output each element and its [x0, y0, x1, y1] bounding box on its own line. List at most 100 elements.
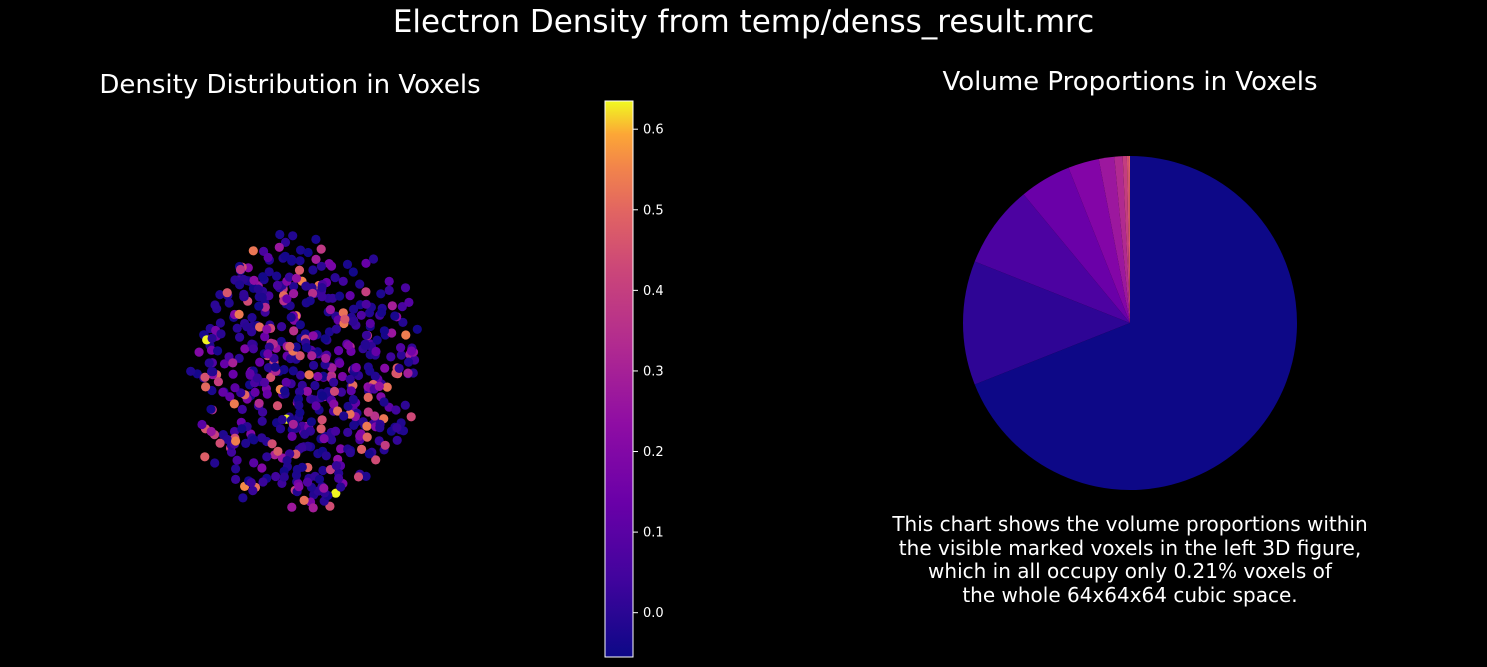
scatter-point — [403, 368, 413, 378]
scatter-point — [289, 289, 299, 299]
scatter-point — [228, 369, 238, 379]
scatter-point — [346, 386, 356, 396]
scatter-point — [253, 284, 263, 294]
scatter-point — [372, 335, 382, 345]
scatter-point — [249, 435, 259, 445]
pie-slice — [1122, 156, 1130, 323]
scatter-point — [248, 486, 258, 496]
scatter-point — [247, 313, 257, 323]
scatter-point — [343, 427, 353, 437]
scatter-point — [241, 438, 251, 448]
scatter-point — [321, 451, 331, 461]
scatter-point — [210, 300, 220, 310]
scatter-point — [406, 346, 416, 356]
scatter-point — [330, 273, 340, 283]
scatter-point — [285, 301, 295, 311]
scatter-point — [272, 271, 282, 281]
scatter-point — [215, 318, 225, 328]
scatter-point — [311, 234, 321, 244]
scatter-point — [365, 366, 375, 376]
scatter-point — [264, 267, 274, 277]
scatter-point — [292, 464, 302, 475]
scatter-point — [213, 377, 223, 387]
scatter-point — [355, 279, 365, 289]
scatter-point — [215, 438, 225, 448]
scatter-point — [235, 264, 246, 275]
scatter-point — [390, 311, 400, 321]
scatter-point — [326, 261, 337, 271]
scatter-point — [255, 322, 265, 332]
scatter-point — [257, 416, 267, 426]
scatter-point — [263, 363, 274, 373]
scatter-point — [272, 401, 283, 411]
scatter-point — [317, 283, 327, 293]
scatter-point — [361, 258, 371, 268]
scatter-point — [334, 346, 344, 356]
scatter-point — [232, 323, 242, 333]
scatter-point — [345, 374, 355, 384]
scatter-point — [295, 320, 305, 330]
scatter-point — [396, 343, 406, 353]
scatter-point — [249, 275, 259, 285]
scatter-point — [204, 358, 214, 368]
scatter-point — [391, 405, 401, 415]
scatter-point — [206, 366, 217, 377]
scatter-point — [376, 308, 387, 318]
scatter-point — [363, 407, 373, 417]
scatter-point — [308, 288, 318, 298]
scatter-point — [296, 370, 306, 380]
scatter-point — [319, 483, 329, 493]
scatter-point — [363, 392, 373, 402]
scatter-point — [250, 387, 260, 397]
scatter-point — [316, 261, 326, 271]
scatter-point — [237, 424, 247, 434]
scatter-point — [280, 386, 290, 396]
scatter-point — [308, 331, 318, 341]
scatter-point — [291, 273, 302, 283]
scatter-point — [239, 289, 249, 299]
scatter-point — [258, 407, 268, 417]
scatter-point — [231, 464, 241, 474]
scatter-point — [216, 329, 226, 339]
scatter-point — [296, 245, 306, 255]
scatter-point — [360, 341, 371, 351]
scatter-point — [384, 285, 394, 295]
scatter-point — [252, 373, 262, 383]
scatter-point — [249, 458, 259, 468]
scatter-point — [342, 259, 353, 269]
scatter-point — [279, 472, 289, 482]
scatter-point — [275, 424, 286, 434]
scatter-point — [288, 419, 298, 429]
scatter-point — [398, 317, 408, 327]
scatter-point — [371, 346, 381, 357]
scatter-point — [314, 474, 325, 484]
scatter-point — [267, 439, 277, 449]
scatter-point — [263, 252, 273, 263]
scatter-point — [376, 289, 386, 299]
colorbar: 0.0 0.1 0.2 0.3 0.4 0.5 0.6 — [604, 100, 664, 658]
scatter-point — [321, 353, 331, 363]
scatter-point — [333, 406, 343, 416]
pie-slice — [974, 156, 1298, 490]
scatter-point — [186, 366, 196, 376]
scatter-point — [337, 371, 348, 382]
scatter-point — [357, 444, 367, 454]
colorbar-tick-label: 0.5 — [643, 203, 664, 218]
scatter-point — [331, 324, 341, 334]
scatter-point — [294, 265, 305, 275]
scatter-point — [226, 447, 237, 457]
scatter-point — [287, 256, 297, 266]
scatter-point — [262, 389, 272, 399]
scatter-point — [277, 415, 287, 425]
pie-slice — [1023, 167, 1130, 323]
scatter-point — [310, 380, 320, 391]
scatter-point — [258, 477, 268, 487]
colorbar-tick-label: 0.3 — [643, 364, 664, 379]
scatter-point — [375, 423, 385, 433]
scatter-point — [262, 324, 272, 334]
scatter-point — [336, 387, 346, 397]
scatter-point — [240, 344, 250, 354]
scatter-point — [334, 473, 344, 483]
scatter-point — [379, 397, 389, 407]
scatter-point — [258, 272, 268, 282]
